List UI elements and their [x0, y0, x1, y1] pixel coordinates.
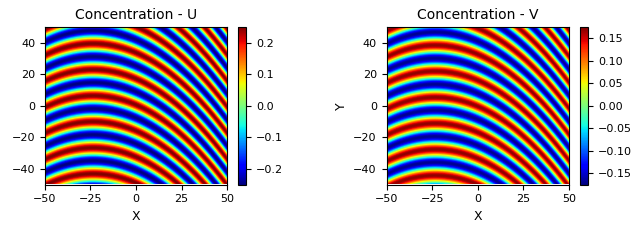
Title: Concentration - U: Concentration - U	[75, 8, 197, 22]
Y-axis label: Y: Y	[335, 102, 348, 110]
Title: Concentration - V: Concentration - V	[417, 8, 538, 22]
X-axis label: X: X	[132, 210, 140, 223]
X-axis label: X: X	[474, 210, 482, 223]
